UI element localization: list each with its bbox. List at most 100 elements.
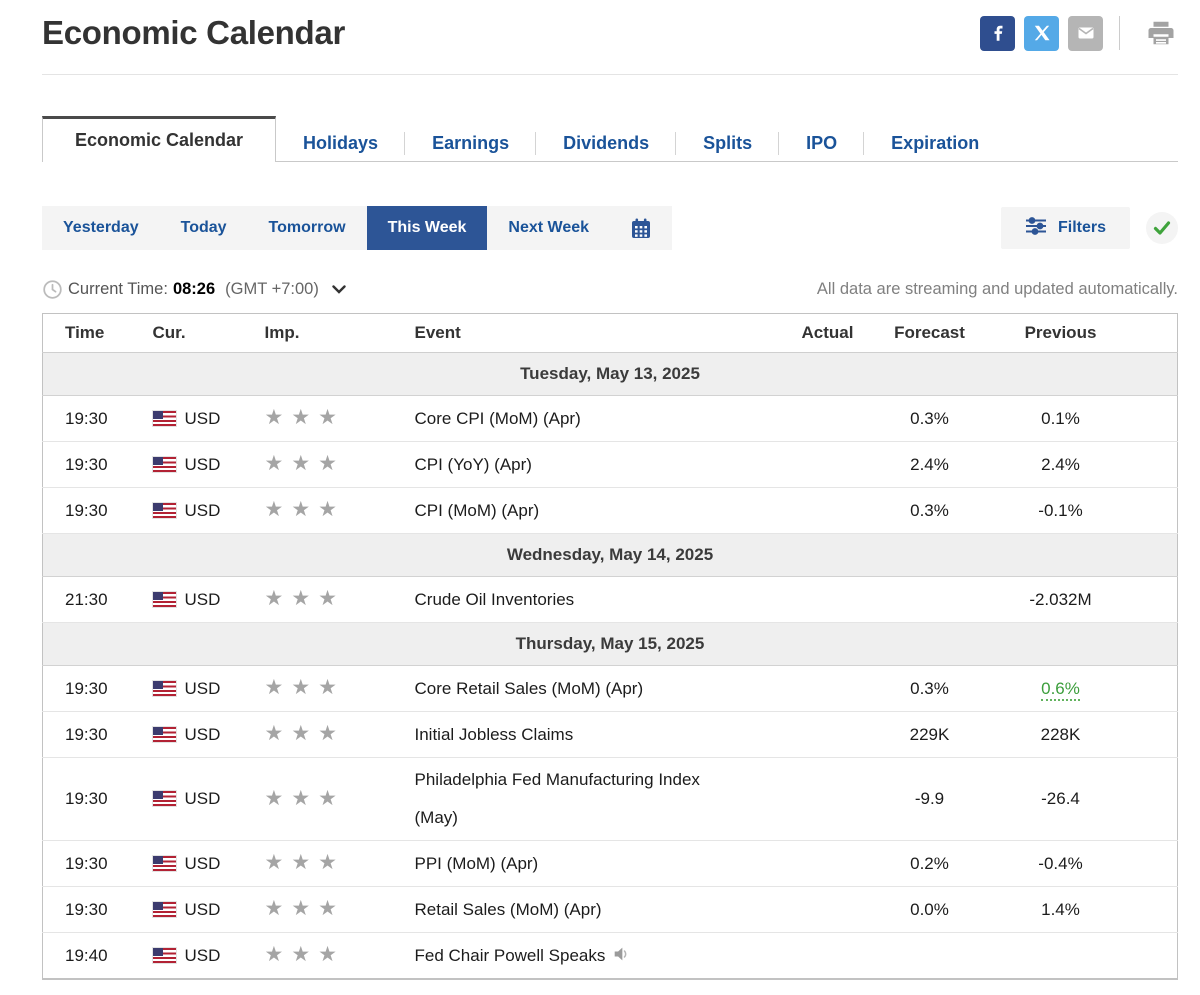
page-title: Economic Calendar <box>42 14 345 51</box>
tab-earnings[interactable]: Earnings <box>405 125 537 161</box>
event-name: Fed Chair Powell Speaks <box>414 945 606 965</box>
column-header-forecast: Forecast <box>873 313 986 353</box>
tab-holidays[interactable]: Holidays <box>276 125 406 161</box>
event-importance: ★★★ <box>264 665 415 712</box>
previous-value: 1.4% <box>985 886 1136 933</box>
facebook-share-icon[interactable] <box>980 15 1015 51</box>
range-button-this-week[interactable]: This Week <box>366 206 488 250</box>
row-spacer <box>1135 711 1178 758</box>
event-row: 19:30 USD ★★★ Core CPI (MoM) (Apr) 0.3% 0.1% <box>42 395 1178 442</box>
row-spacer <box>1135 840 1178 887</box>
us-flag-icon <box>151 455 177 473</box>
table-header-row: Time Cur. Imp. Event Actual Forecast Pre… <box>42 313 1178 353</box>
actual-value <box>781 711 874 758</box>
event-row: 21:30 USD ★★★ Crude Oil Inventories -2.032M <box>42 576 1178 623</box>
range-button-yesterday[interactable]: Yesterday <box>63 219 139 236</box>
event-currency: USD <box>151 441 265 488</box>
clock-icon <box>43 280 62 299</box>
print-icon[interactable] <box>1143 16 1178 51</box>
x-twitter-share-icon[interactable] <box>1024 15 1059 51</box>
importance-stars-icon: ★★★ <box>264 676 345 699</box>
event-name-cell: Core Retail Sales (MoM) (Apr) <box>414 665 782 712</box>
forecast-value: 0.0% <box>873 886 986 933</box>
row-spacer <box>1135 757 1178 841</box>
previous-value: -0.4% <box>985 840 1136 887</box>
event-currency: USD <box>151 711 265 758</box>
streaming-note: All data are streaming and updated autom… <box>816 280 1178 298</box>
event-importance: ★★★ <box>264 441 415 488</box>
importance-stars-icon: ★★★ <box>264 587 345 610</box>
row-spacer <box>1135 576 1178 623</box>
importance-stars-icon: ★★★ <box>264 943 345 966</box>
importance-stars-icon: ★★★ <box>264 786 345 810</box>
forecast-value: 0.3% <box>873 487 986 534</box>
event-time: 19:30 <box>42 665 153 712</box>
actual-value <box>781 665 874 712</box>
timezone-dropdown-toggle[interactable] <box>332 285 346 294</box>
tab-economic-calendar[interactable]: Economic Calendar <box>42 116 277 162</box>
event-row: 19:30 USD ★★★ Retail Sales (MoM) (Apr) 0.0% 1… <box>42 886 1178 933</box>
event-name-cell: CPI (MoM) (Apr) <box>414 487 782 534</box>
range-button-today[interactable]: Today <box>180 219 227 236</box>
event-name-cell: Retail Sales (MoM) (Apr) <box>414 886 782 933</box>
checkmark-icon <box>1153 221 1171 235</box>
us-flag-icon <box>151 790 177 807</box>
previous-value: 228K <box>985 711 1136 758</box>
filters-applied-toggle[interactable] <box>1146 212 1178 244</box>
current-time-block: Current Time: 08:26 (GMT +7:00) <box>42 279 346 300</box>
importance-stars-icon: ★★★ <box>264 722 345 745</box>
actual-value <box>781 886 874 933</box>
filters-icon <box>1025 216 1047 240</box>
event-currency: USD <box>151 665 265 712</box>
event-name: Crude Oil Inventories <box>414 589 575 609</box>
event-currency: USD <box>151 576 265 623</box>
event-row: 19:30 USD ★★★ Initial Jobless Claims 229K 228… <box>42 711 1178 758</box>
range-button-tomorrow[interactable]: Tomorrow <box>268 219 346 236</box>
status-row: Current Time: 08:26 (GMT +7:00) All data … <box>42 279 1178 300</box>
event-name-cell: Philadelphia Fed Manufacturing Index (Ma… <box>414 757 782 841</box>
currency-code: USD <box>184 853 221 873</box>
toolbar-divider <box>1119 16 1120 50</box>
previous-value: 0.6% <box>985 665 1136 712</box>
day-header-label: Wednesday, May 14, 2025 <box>42 533 1178 577</box>
event-name-cell: Crude Oil Inventories <box>414 576 782 623</box>
day-header-row: Tuesday, May 13, 2025 <box>42 352 1178 396</box>
previous-value: -0.1% <box>985 487 1136 534</box>
event-importance: ★★★ <box>264 886 415 933</box>
event-name-cell: Initial Jobless Claims <box>414 711 782 758</box>
event-importance: ★★★ <box>264 757 415 841</box>
column-header-previous: Previous <box>985 313 1136 353</box>
event-row: 19:30 USD ★★★ CPI (MoM) (Apr) 0.3% -0.1% <box>42 487 1178 534</box>
event-name-cell: Core CPI (MoM) (Apr) <box>414 395 782 442</box>
column-header-actual: Actual <box>781 313 874 353</box>
row-spacer <box>1136 933 1178 980</box>
importance-stars-icon: ★★★ <box>264 851 345 874</box>
row-spacer <box>1135 665 1178 712</box>
economic-calendar-table: Time Cur. Imp. Event Actual Forecast Pre… <box>42 313 1178 980</box>
tab-dividends[interactable]: Dividends <box>536 125 677 161</box>
tab-splits[interactable]: Splits <box>676 125 780 161</box>
day-header-row: Thursday, May 15, 2025 <box>42 622 1178 666</box>
event-name: Retail Sales (MoM) (Apr) <box>414 899 602 919</box>
row-spacer <box>1135 487 1178 534</box>
filters-button[interactable]: Filters <box>1000 207 1130 249</box>
current-time-label: Current Time: <box>68 280 168 298</box>
column-header-currency: Cur. <box>152 313 265 353</box>
previous-value-positive[interactable]: 0.6% <box>1041 678 1080 701</box>
tab-ipo[interactable]: IPO <box>779 125 865 161</box>
event-name: CPI (YoY) (Apr) <box>414 454 532 474</box>
event-time: 19:30 <box>42 757 153 841</box>
importance-stars-icon: ★★★ <box>264 498 345 521</box>
email-share-icon[interactable] <box>1068 15 1103 51</box>
event-time: 19:30 <box>42 886 153 933</box>
tab-expiration[interactable]: Expiration <box>891 132 980 153</box>
previous-value <box>986 933 1136 980</box>
us-flag-icon <box>151 679 177 697</box>
previous-value: -2.032M <box>985 576 1136 623</box>
event-name-cell: CPI (YoY) (Apr) <box>414 441 782 488</box>
row-spacer <box>1135 395 1178 442</box>
us-flag-icon <box>151 900 177 918</box>
range-button-next-week[interactable]: Next Week <box>508 219 590 236</box>
actual-value <box>781 441 874 488</box>
calendar-picker-icon[interactable] <box>610 206 672 250</box>
